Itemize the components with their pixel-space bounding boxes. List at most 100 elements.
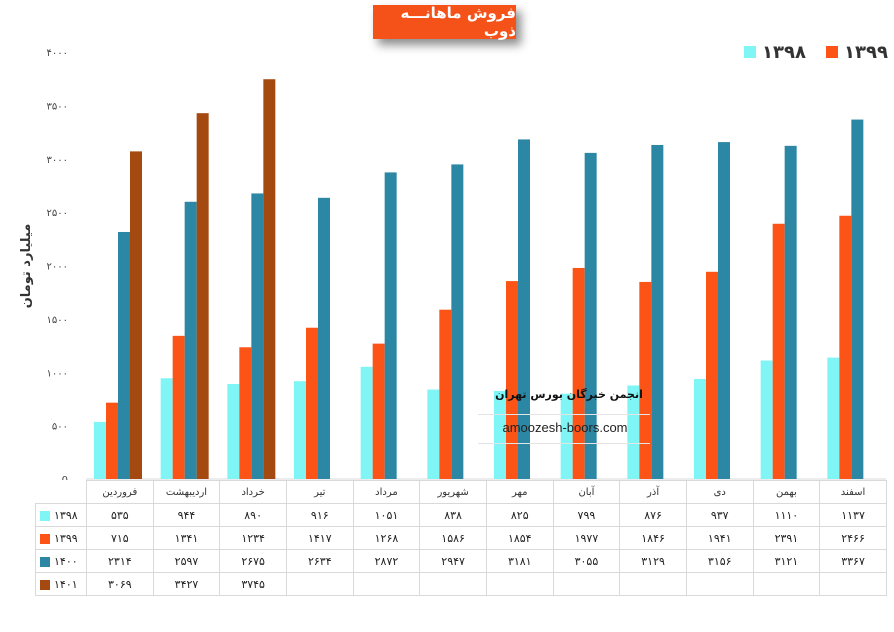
table-cell: ۳۰۶۹ — [87, 573, 154, 596]
bar-2-2 — [251, 193, 263, 479]
data-table: فروردین اردیبهشت خرداد تیر مرداد شهریور مهر آبا… — [35, 480, 887, 596]
table-month-header: بهمن — [753, 481, 820, 504]
bar-1-8 — [639, 282, 651, 479]
y-tick-label: ۱۰۰۰ — [47, 368, 68, 379]
table-cell: ۳۴۲۷ — [153, 573, 220, 596]
bar-3-0 — [130, 151, 142, 479]
table-month-header: آبان — [553, 481, 620, 504]
bar-2-0 — [118, 232, 130, 479]
table-cell: ۱۱۳۷ — [820, 504, 887, 527]
table-cell: ۲۴۶۶ — [820, 527, 887, 550]
bar-2-9 — [718, 142, 730, 479]
table-month-header: خرداد — [220, 481, 287, 504]
table-cell — [286, 573, 353, 596]
table-cell — [686, 573, 753, 596]
bar-0-4 — [361, 367, 373, 479]
table-cell — [420, 573, 487, 596]
table-cell: ۳۱۸۱ — [486, 550, 553, 573]
table-cell: ۲۸۷۲ — [353, 550, 420, 573]
table-month-header: شهریور — [420, 481, 487, 504]
y-tick-label: ۳۰۰۰ — [47, 155, 68, 166]
bar-1-4 — [373, 344, 385, 479]
table-series-name: ۱۳۹۹ — [54, 532, 78, 545]
table-cell: ۱۵۸۶ — [420, 527, 487, 550]
table-month-header: دی — [686, 481, 753, 504]
table-cell: ۸۹۰ — [220, 504, 287, 527]
table-cell: ۱۹۴۱ — [686, 527, 753, 550]
table-cell: ۱۹۷۷ — [553, 527, 620, 550]
table-cell: ۱۲۶۸ — [353, 527, 420, 550]
bar-2-1 — [185, 202, 197, 479]
table-month-header: اردیبهشت — [153, 481, 220, 504]
bar-1-11 — [839, 216, 851, 479]
bar-0-11 — [827, 358, 839, 479]
table-month-header: اسفند — [820, 481, 887, 504]
table-month-header: مهر — [486, 481, 553, 504]
table-series-swatch — [40, 511, 50, 521]
table-cell: ۷۱۵ — [87, 527, 154, 550]
watermark-title: انجمن خبرگان بورس تهران — [488, 388, 650, 401]
table-cell: ۸۳۸ — [420, 504, 487, 527]
table-cell: ۵۳۵ — [87, 504, 154, 527]
table-cell: ۲۹۴۷ — [420, 550, 487, 573]
table-cell: ۸۲۵ — [486, 504, 553, 527]
watermark-divider-bottom — [478, 443, 650, 444]
table-cell: ۳۰۵۵ — [553, 550, 620, 573]
table-cell — [353, 573, 420, 596]
table-cell: ۱۳۴۱ — [153, 527, 220, 550]
bar-2-4 — [385, 172, 397, 479]
table-cell: ۲۳۱۴ — [87, 550, 154, 573]
y-tick-label: ۲۰۰۰ — [47, 262, 68, 273]
watermark-url: amoozesh-boors.com — [480, 420, 650, 435]
bar-0-10 — [761, 361, 773, 479]
table-cell: ۱۸۴۶ — [620, 527, 687, 550]
y-tick-label: ۴۰۰۰ — [47, 48, 68, 59]
bar-2-3 — [318, 198, 330, 479]
table-series-label: ۱۳۹۹ — [36, 527, 87, 550]
bar-1-9 — [706, 272, 718, 479]
table-cell: ۳۱۵۶ — [686, 550, 753, 573]
y-tick-label: ۳۵۰۰ — [47, 101, 68, 112]
table-cell: ۹۱۶ — [286, 504, 353, 527]
table-cell: ۷۹۹ — [553, 504, 620, 527]
bar-0-1 — [161, 378, 173, 479]
table-series-swatch — [40, 534, 50, 544]
table-series-name: ۱۴۰۱ — [54, 578, 78, 591]
bar-0-3 — [294, 381, 306, 479]
table-cell — [486, 573, 553, 596]
table-cell — [753, 573, 820, 596]
table-cell: ۱۴۱۷ — [286, 527, 353, 550]
watermark-divider-top — [478, 414, 650, 415]
table-row: ۱۳۹۸ ۵۳۵ ۹۴۴ ۸۹۰ ۹۱۶ ۱۰۵۱ ۸۳۸ ۸۲۵ ۷۹۹ ۸۷۶ ۹۳۷ ۱۱۱۰ ۱… — [36, 504, 887, 527]
table-cell: ۲۳۹۱ — [753, 527, 820, 550]
table-cell: ۸۷۶ — [620, 504, 687, 527]
table-series-swatch — [40, 557, 50, 567]
table-cell: ۳۷۴۵ — [220, 573, 287, 596]
bar-1-10 — [773, 224, 785, 479]
table-row: ۱۳۹۹ ۷۱۵ ۱۳۴۱ ۱۲۳۴ ۱۴۱۷ ۱۲۶۸ ۱۵۸۶ ۱۸۵۴ ۱۹۷۷ ۱۸۴۶ ۱… — [36, 527, 887, 550]
bar-0-2 — [227, 384, 239, 479]
table-row: ۱۴۰۱ ۳۰۶۹ ۳۴۲۷ ۳۷۴۵ — [36, 573, 887, 596]
table-row: ۱۴۰۰ ۲۳۱۴ ۲۵۹۷ ۲۶۷۵ ۲۶۳۴ ۲۸۷۲ ۲۹۴۷ ۳۱۸۱ ۳۰۵۵ ۳۱۲۹… — [36, 550, 887, 573]
bar-1-7 — [573, 268, 585, 479]
table-cell: ۳۳۶۷ — [820, 550, 887, 573]
bar-1-1 — [173, 336, 185, 479]
table-series-label: ۱۴۰۱ — [36, 573, 87, 596]
bar-1-6 — [506, 281, 518, 479]
bar-0-7 — [561, 394, 573, 479]
table-cell: ۱۰۵۱ — [353, 504, 420, 527]
bar-1-0 — [106, 403, 118, 479]
table-cell: ۱۲۳۴ — [220, 527, 287, 550]
y-tick-label: ۵۰۰ — [52, 422, 68, 433]
table-series-label: ۱۳۹۸ — [36, 504, 87, 527]
bar-chart: 0 ۵۰۰ ۱۰۰۰ ۱۵۰۰ ۲۰۰۰ ۲۵۰۰ ۳۰۰۰ ۳۵۰۰ ۴۰۰۰ میلیارد … — [0, 0, 894, 480]
bar-0-5 — [427, 390, 439, 479]
table-month-header: آذر — [620, 481, 687, 504]
table-cell — [820, 573, 887, 596]
bar-0-0 — [94, 422, 106, 479]
table-cell — [620, 573, 687, 596]
table-cell: ۲۵۹۷ — [153, 550, 220, 573]
table-series-swatch — [40, 580, 50, 590]
bar-1-3 — [306, 328, 318, 479]
table-series-name: ۱۳۹۸ — [54, 509, 78, 522]
